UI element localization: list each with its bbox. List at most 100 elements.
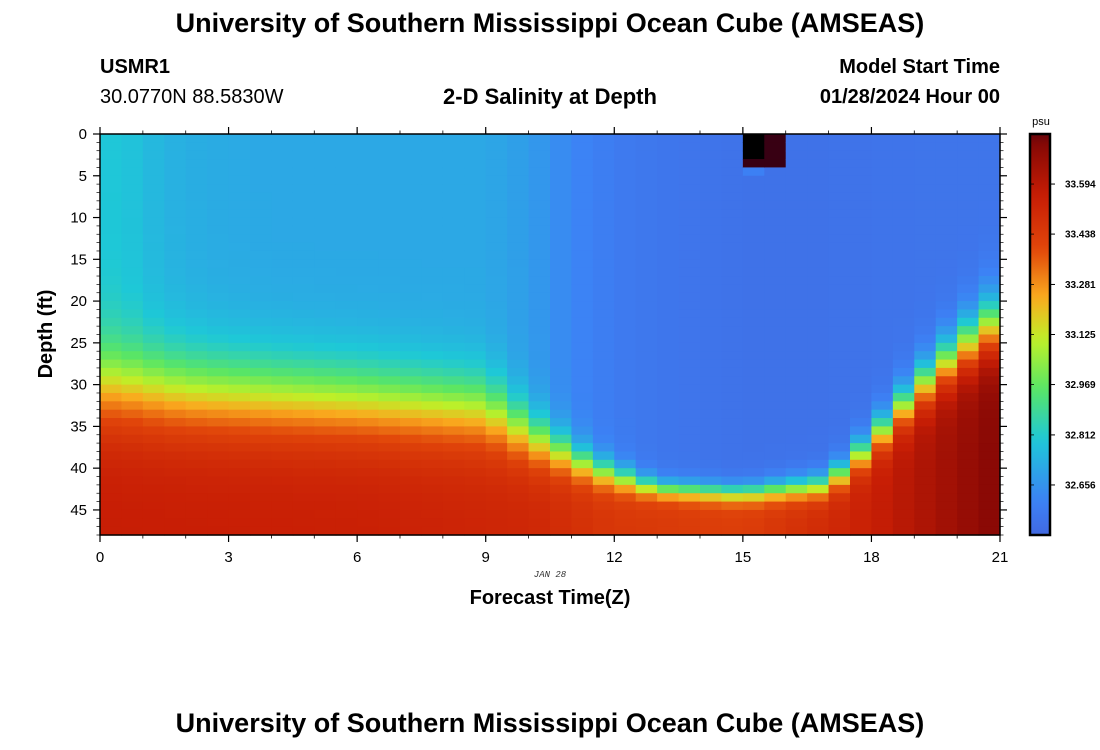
- heatmap-cell: [978, 443, 1001, 453]
- heatmap-cell: [828, 142, 851, 152]
- heatmap-cell: [442, 342, 465, 352]
- heatmap-cell: [185, 150, 208, 160]
- heatmap-cell: [142, 175, 165, 185]
- heatmap-cell: [100, 317, 123, 327]
- heatmap-cell: [914, 451, 937, 461]
- heatmap-cell: [978, 409, 1001, 419]
- heatmap-cell: [164, 359, 187, 369]
- heatmap-cell: [292, 184, 315, 194]
- heatmap-cell: [614, 284, 637, 294]
- heatmap-cell: [142, 301, 165, 311]
- heatmap-cell: [421, 150, 444, 160]
- heatmap-cell: [571, 267, 594, 277]
- heatmap-cell: [592, 242, 615, 252]
- heatmap-cell: [592, 317, 615, 327]
- heatmap-cell: [528, 526, 551, 536]
- heatmap-cell: [121, 334, 144, 344]
- heatmap-cell: [121, 159, 144, 169]
- heatmap-cell: [592, 526, 615, 536]
- heatmap-cell: [335, 376, 358, 386]
- heatmap-cell: [914, 526, 937, 536]
- heatmap-cell: [635, 150, 658, 160]
- heatmap-cell: [657, 242, 680, 252]
- heatmap-cell: [335, 326, 358, 336]
- heatmap-cell: [935, 301, 958, 311]
- x-tick-label: 12: [606, 549, 623, 566]
- heatmap-cell: [914, 284, 937, 294]
- heatmap-cell: [228, 468, 251, 478]
- heatmap-cell: [978, 150, 1001, 160]
- heatmap-cell: [657, 451, 680, 461]
- heatmap-cell: [421, 192, 444, 202]
- heatmap-cell: [142, 359, 165, 369]
- heatmap-cell: [742, 434, 765, 444]
- heatmap-cell: [228, 242, 251, 252]
- heatmap-cell: [485, 217, 508, 227]
- colorbar-tick-label: 32.812: [1065, 430, 1096, 441]
- heatmap-cell: [421, 326, 444, 336]
- heatmap-cell: [592, 342, 615, 352]
- heatmap-cell: [550, 209, 573, 219]
- heatmap-cell: [678, 518, 701, 528]
- heatmap-cell: [850, 359, 873, 369]
- heatmap-cell: [185, 376, 208, 386]
- heatmap-cell: [250, 443, 273, 453]
- heatmap-cell: [850, 434, 873, 444]
- heatmap-cell: [100, 392, 123, 402]
- heatmap-cell: [442, 334, 465, 344]
- heatmap-cell: [378, 342, 401, 352]
- heatmap-cell: [871, 301, 894, 311]
- heatmap-cell: [507, 351, 530, 361]
- heatmap-cell: [550, 167, 573, 177]
- heatmap-cell: [657, 317, 680, 327]
- heatmap-cell: [700, 501, 723, 511]
- heatmap-cell: [207, 292, 230, 302]
- heatmap-cell: [507, 342, 530, 352]
- heatmap-cell: [764, 192, 787, 202]
- heatmap-cell: [528, 493, 551, 503]
- heatmap-cell: [892, 309, 915, 319]
- heatmap-cell: [678, 426, 701, 436]
- heatmap-cell: [571, 501, 594, 511]
- heatmap-cell: [142, 401, 165, 411]
- heatmap-cell: [742, 175, 765, 185]
- heatmap-cell: [314, 392, 337, 402]
- heatmap-cell: [678, 234, 701, 244]
- heatmap-cell: [592, 392, 615, 402]
- heatmap-cell: [250, 250, 273, 260]
- heatmap-cell: [592, 309, 615, 319]
- heatmap-cell: [207, 326, 230, 336]
- heatmap-cell: [442, 367, 465, 377]
- heatmap-cell: [464, 334, 487, 344]
- heatmap-cell: [892, 150, 915, 160]
- heatmap-cell: [592, 426, 615, 436]
- heatmap-cell: [357, 459, 380, 469]
- heatmap-cell: [657, 484, 680, 494]
- heatmap-cell: [507, 150, 530, 160]
- heatmap-cell: [935, 418, 958, 427]
- heatmap-cell: [678, 451, 701, 461]
- heatmap-cell: [764, 159, 787, 169]
- heatmap-cell: [207, 267, 230, 277]
- heatmap-cell: [614, 501, 637, 511]
- heatmap-cell: [721, 150, 744, 160]
- heatmap-cell: [550, 376, 573, 386]
- heatmap-cell: [357, 342, 380, 352]
- heatmap-cell: [314, 175, 337, 185]
- heatmap-cell: [164, 292, 187, 302]
- heatmap-cell: [442, 501, 465, 511]
- heatmap-cell: [614, 493, 637, 503]
- y-tick-label: 25: [70, 335, 87, 352]
- heatmap-cell: [357, 250, 380, 260]
- heatmap-cell: [935, 142, 958, 152]
- heatmap-cell: [914, 334, 937, 344]
- heatmap-cell: [485, 175, 508, 185]
- heatmap-cell: [357, 317, 380, 327]
- heatmap-cell: [871, 409, 894, 419]
- heatmap-cell: [742, 301, 765, 311]
- heatmap-cell: [678, 250, 701, 260]
- heatmap-cell: [378, 493, 401, 503]
- heatmap-cell: [678, 175, 701, 185]
- heatmap-cell: [892, 367, 915, 377]
- heatmap-cell: [871, 443, 894, 453]
